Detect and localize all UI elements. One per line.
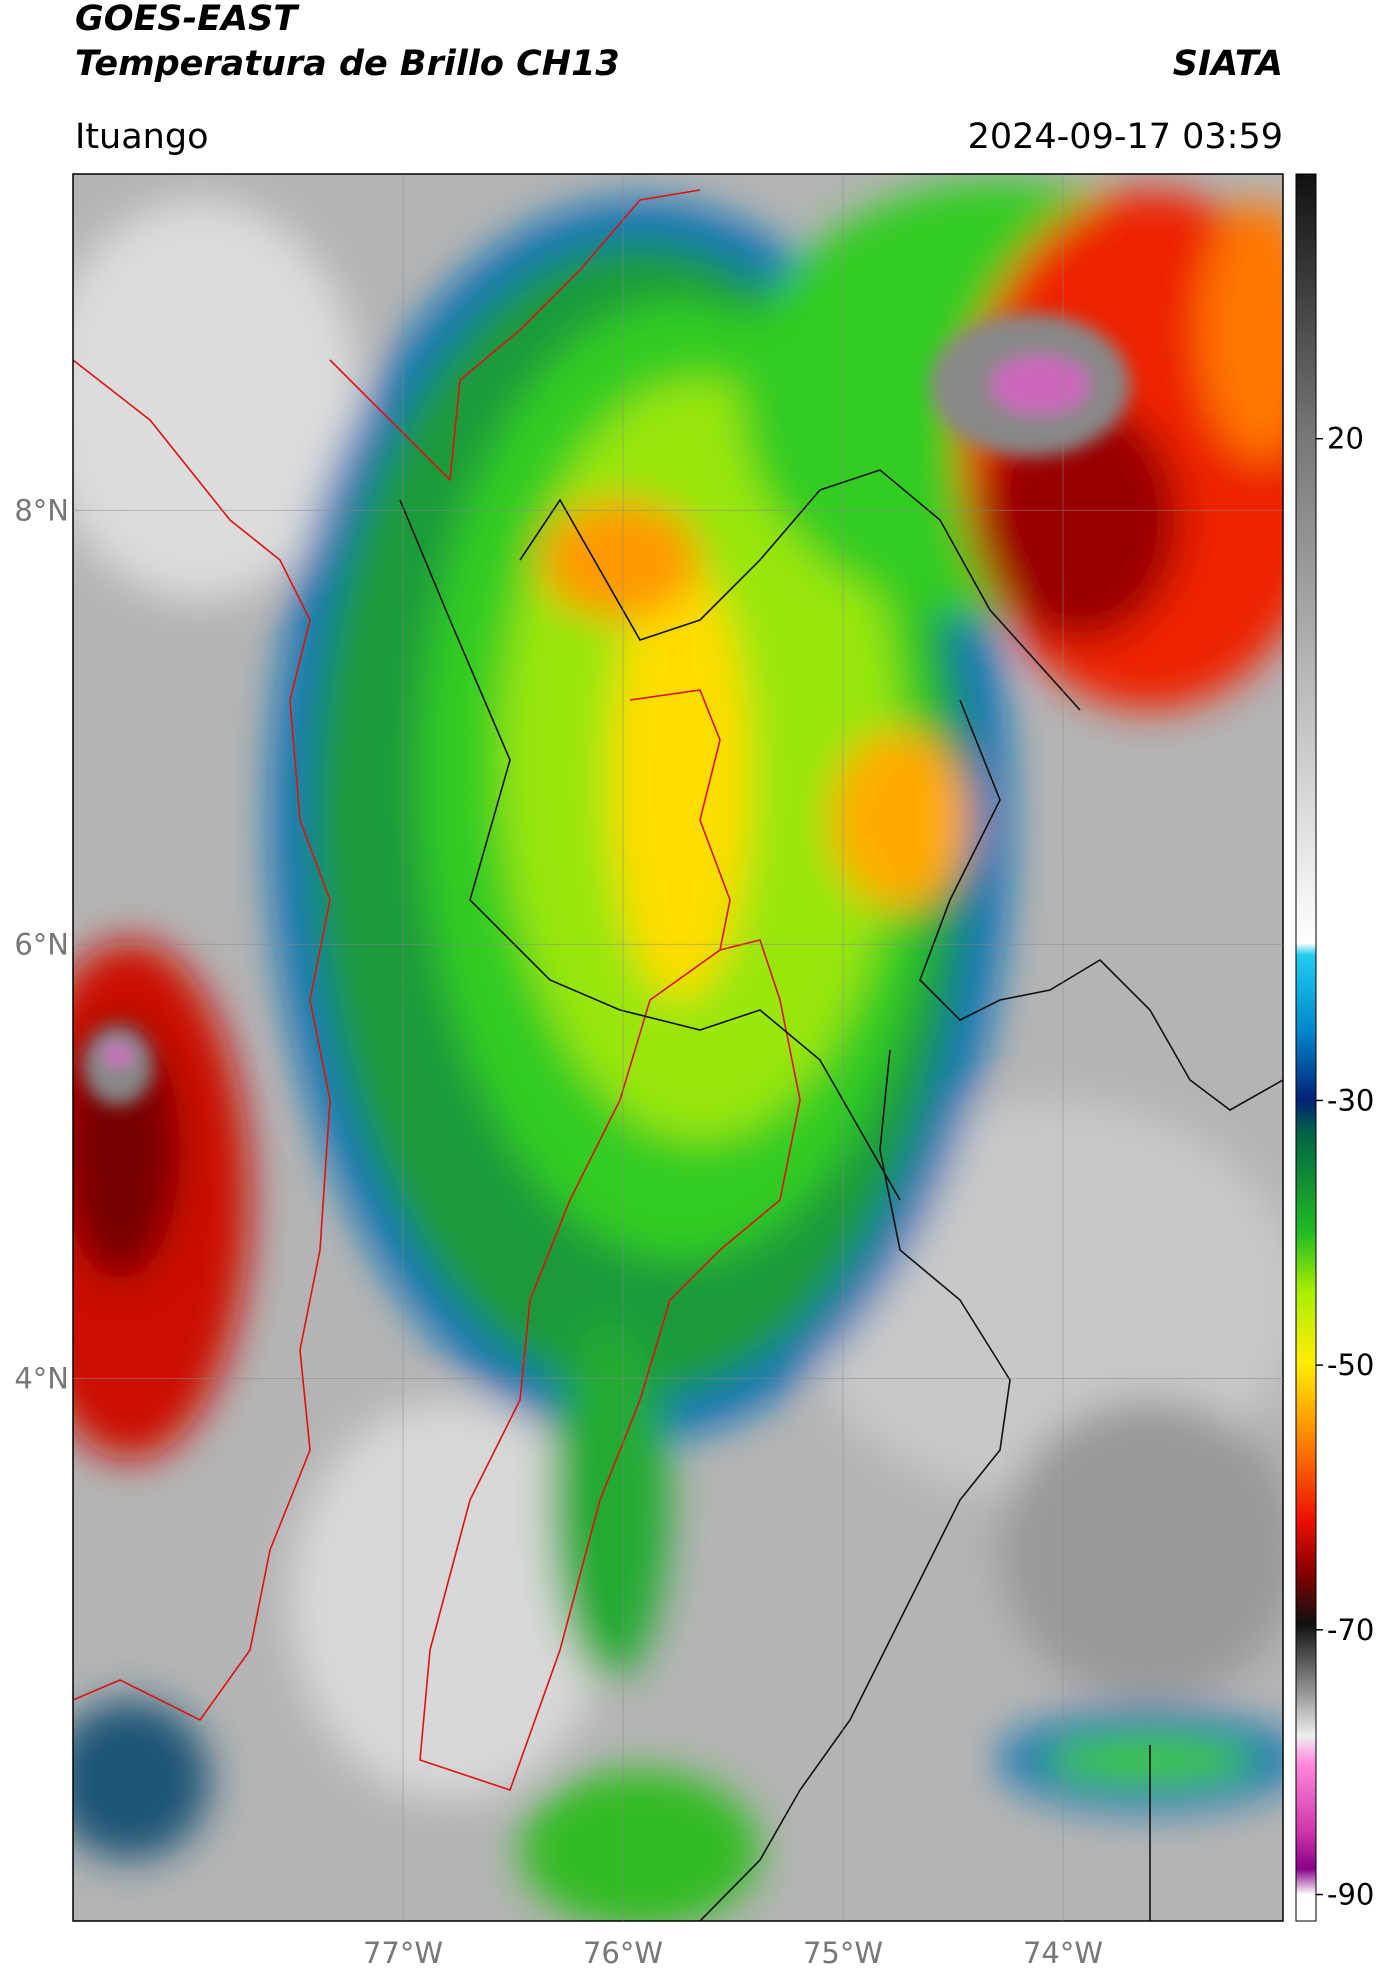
y-tick-label: 6°N <box>14 927 69 961</box>
x-tick-label: 75°W <box>803 1936 883 1970</box>
x-tick-label: 76°W <box>583 1936 663 1970</box>
y-tick-label: 8°N <box>14 493 69 527</box>
agency: SIATA <box>1173 44 1283 84</box>
colorbar-tick-label: -50 <box>1327 1348 1374 1382</box>
location: Ituango <box>75 117 209 157</box>
timestamp: 2024-09-17 03:59 <box>968 117 1283 157</box>
map-frame <box>72 173 1284 1922</box>
colorbar-tick-label: -90 <box>1327 1878 1374 1912</box>
colorbar-tick-label: -30 <box>1327 1083 1374 1117</box>
subtitle: Temperatura de Brillo CH13 <box>75 44 620 84</box>
title: GOES-EAST <box>75 0 300 39</box>
x-tick-label: 74°W <box>1023 1936 1103 1970</box>
colorbar-tick-label: -70 <box>1327 1613 1374 1647</box>
colorbar-tick-label: 20 <box>1327 422 1364 456</box>
colorbar <box>1295 173 1317 1922</box>
y-tick-label: 4°N <box>14 1361 69 1395</box>
x-tick-label: 77°W <box>363 1936 443 1970</box>
satellite-image <box>73 174 1283 1921</box>
